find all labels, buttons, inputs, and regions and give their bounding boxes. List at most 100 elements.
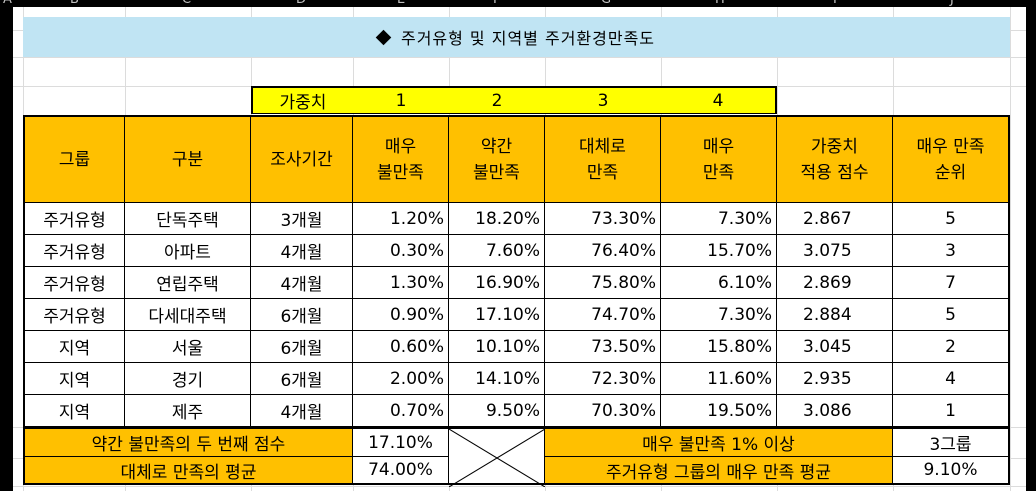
table-cell[interactable]: 5 bbox=[893, 203, 1010, 235]
column-header-cell[interactable]: 매우 만족 bbox=[661, 115, 777, 203]
column-header-a[interactable]: A bbox=[3, 0, 12, 7]
table-cell[interactable]: 주거유형 bbox=[23, 203, 125, 235]
table-cell[interactable]: 1.30% bbox=[353, 267, 449, 299]
table-cell[interactable]: 72.30% bbox=[545, 363, 661, 395]
table-cell[interactable]: 서울 bbox=[125, 331, 251, 363]
table-cell[interactable]: 15.80% bbox=[661, 331, 777, 363]
table-cell[interactable]: 7.60% bbox=[449, 235, 545, 267]
table-cell[interactable]: 18.20% bbox=[449, 203, 545, 235]
table-cell[interactable]: 15.70% bbox=[661, 235, 777, 267]
table-cell[interactable]: 지역 bbox=[23, 331, 125, 363]
table-cell[interactable]: 4개월 bbox=[251, 395, 353, 427]
table-cell[interactable]: 3개월 bbox=[251, 203, 353, 235]
column-header-f[interactable]: F bbox=[493, 0, 500, 7]
table-cell[interactable]: 14.10% bbox=[449, 363, 545, 395]
table-cell[interactable]: 3.086 bbox=[777, 395, 893, 427]
column-header-cell[interactable]: 매우 불만족 bbox=[353, 115, 449, 203]
table-cell[interactable]: 2.867 bbox=[777, 203, 893, 235]
table-cell[interactable]: 74.70% bbox=[545, 299, 661, 331]
table-cell[interactable]: 6개월 bbox=[251, 363, 353, 395]
table-cell[interactable]: 아파트 bbox=[125, 235, 251, 267]
table-cell[interactable]: 0.60% bbox=[353, 331, 449, 363]
table-cell[interactable]: 주거유형 bbox=[23, 299, 125, 331]
column-header-cell[interactable]: 약간 불만족 bbox=[449, 115, 545, 203]
column-header-cell[interactable]: 그룹 bbox=[23, 115, 125, 203]
column-header-b[interactable]: B bbox=[70, 0, 79, 7]
table-cell[interactable]: 9.50% bbox=[449, 395, 545, 427]
table-cell[interactable]: 73.50% bbox=[545, 331, 661, 363]
table-cell[interactable]: 1.20% bbox=[353, 203, 449, 235]
cell-value: 3.086 bbox=[803, 400, 852, 421]
crossed-out-cell[interactable] bbox=[449, 427, 545, 487]
weight-label-cell[interactable]: 가중치 bbox=[251, 86, 353, 114]
table-cell[interactable]: 제주 bbox=[125, 395, 251, 427]
table-cell[interactable]: 0.70% bbox=[353, 395, 449, 427]
table-cell[interactable]: 4개월 bbox=[251, 235, 353, 267]
weight-value-cell[interactable]: 4 bbox=[661, 86, 777, 114]
table-cell[interactable]: 2.884 bbox=[777, 299, 893, 331]
column-header-j[interactable]: J bbox=[950, 0, 954, 7]
second-score-value-cell[interactable]: 17.10% bbox=[353, 427, 449, 457]
over-one-percent-label-cell[interactable]: 매우 불만족 1% 이상 bbox=[545, 427, 893, 457]
table-cell[interactable]: 다세대주택 bbox=[125, 299, 251, 331]
weight-value-cell[interactable]: 3 bbox=[545, 86, 661, 114]
table-cell[interactable]: 6개월 bbox=[251, 299, 353, 331]
table-cell[interactable]: 6개월 bbox=[251, 331, 353, 363]
table-cell[interactable]: 4개월 bbox=[251, 267, 353, 299]
table-cell[interactable]: 76.40% bbox=[545, 235, 661, 267]
table-cell[interactable]: 지역 bbox=[23, 395, 125, 427]
table-cell[interactable]: 7.30% bbox=[661, 299, 777, 331]
weight-value-cell[interactable]: 2 bbox=[449, 86, 545, 114]
column-header-cell[interactable]: 대체로 만족 bbox=[545, 115, 661, 203]
cell-value: 19.50% bbox=[707, 400, 772, 421]
table-cell[interactable]: 3.045 bbox=[777, 331, 893, 363]
table-cell[interactable]: 70.30% bbox=[545, 395, 661, 427]
table-cell[interactable]: 경기 bbox=[125, 363, 251, 395]
header-text: 불만족 bbox=[473, 162, 520, 183]
table-cell[interactable]: 10.10% bbox=[449, 331, 545, 363]
housing-average-value-cell[interactable]: 9.10% bbox=[893, 457, 1010, 485]
average-label-cell[interactable]: 대체로 만족의 평균 bbox=[23, 457, 353, 485]
column-header-i[interactable]: I bbox=[833, 0, 837, 7]
table-cell[interactable]: 7.30% bbox=[661, 203, 777, 235]
table-cell[interactable]: 3 bbox=[893, 235, 1010, 267]
table-cell[interactable]: 주거유형 bbox=[23, 235, 125, 267]
weight-value-cell[interactable]: 1 bbox=[353, 86, 449, 114]
table-cell[interactable]: 2.869 bbox=[777, 267, 893, 299]
table-cell[interactable]: 2.935 bbox=[777, 363, 893, 395]
table-cell[interactable]: 2 bbox=[893, 331, 1010, 363]
column-header-d[interactable]: D bbox=[296, 0, 306, 7]
table-cell[interactable]: 11.60% bbox=[661, 363, 777, 395]
column-header-cell[interactable]: 매우 만족 순위 bbox=[893, 115, 1010, 203]
column-header-cell[interactable]: 가중치 적용 점수 bbox=[777, 115, 893, 203]
column-header-e[interactable]: E bbox=[397, 0, 405, 7]
second-score-label-cell[interactable]: 약간 불만족의 두 번째 점수 bbox=[23, 427, 353, 457]
over-one-percent-value-cell[interactable]: 3그룹 bbox=[893, 427, 1010, 457]
table-cell[interactable]: 3.075 bbox=[777, 235, 893, 267]
table-cell[interactable]: 6.10% bbox=[661, 267, 777, 299]
vertical-scrollbar[interactable] bbox=[1026, 0, 1036, 491]
column-header-cell[interactable]: 구분 bbox=[125, 115, 251, 203]
table-cell[interactable]: 19.50% bbox=[661, 395, 777, 427]
column-header-c[interactable]: C bbox=[182, 0, 191, 7]
table-cell[interactable]: 5 bbox=[893, 299, 1010, 331]
table-cell[interactable]: 연립주택 bbox=[125, 267, 251, 299]
average-value-cell[interactable]: 74.00% bbox=[353, 457, 449, 485]
housing-average-label-cell[interactable]: 주거유형 그룹의 매우 만족 평균 bbox=[545, 457, 893, 485]
column-header-g[interactable]: G bbox=[601, 0, 611, 7]
table-cell[interactable]: 0.30% bbox=[353, 235, 449, 267]
table-cell[interactable]: 단독주택 bbox=[125, 203, 251, 235]
table-cell[interactable]: 7 bbox=[893, 267, 1010, 299]
table-cell[interactable]: 2.00% bbox=[353, 363, 449, 395]
table-cell[interactable]: 지역 bbox=[23, 363, 125, 395]
column-header-h[interactable]: H bbox=[715, 0, 725, 7]
table-cell[interactable]: 16.90% bbox=[449, 267, 545, 299]
table-cell[interactable]: 0.90% bbox=[353, 299, 449, 331]
table-cell[interactable]: 17.10% bbox=[449, 299, 545, 331]
table-cell[interactable]: 73.30% bbox=[545, 203, 661, 235]
table-cell[interactable]: 1 bbox=[893, 395, 1010, 427]
table-cell[interactable]: 75.80% bbox=[545, 267, 661, 299]
table-cell[interactable]: 주거유형 bbox=[23, 267, 125, 299]
table-cell[interactable]: 4 bbox=[893, 363, 1010, 395]
column-header-cell[interactable]: 조사기간 bbox=[251, 115, 353, 203]
